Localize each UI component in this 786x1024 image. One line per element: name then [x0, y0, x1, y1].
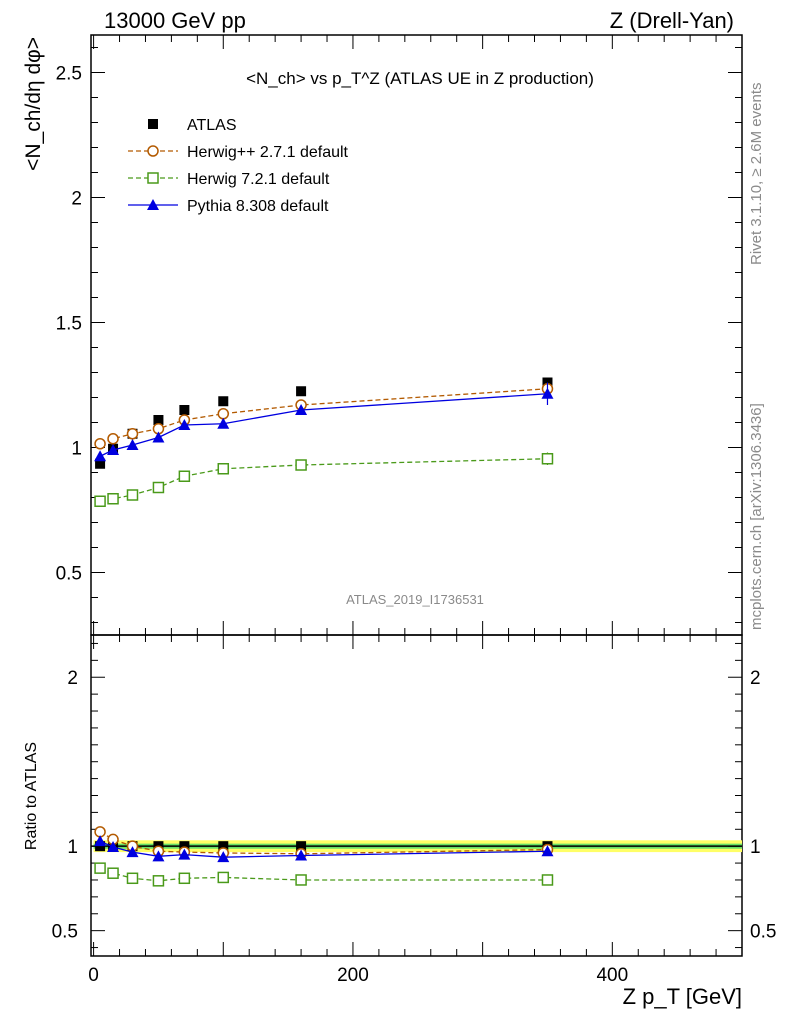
legend-label: Herwig 7.2.1 default: [187, 171, 330, 188]
y-axis-title-ratio: Ratio to ATLAS: [23, 742, 40, 850]
legend: ATLAS Herwig++ 2.7.1 default Herwig 7.2.1 …: [128, 117, 349, 215]
data-point: [296, 386, 307, 397]
x-tick-label: 400: [596, 965, 628, 986]
data-point: [126, 439, 139, 450]
legend-entry: ATLAS: [148, 117, 237, 134]
series-0: [95, 377, 553, 469]
ratio-series: [94, 826, 554, 887]
series-line: [99, 388, 548, 445]
axis-ticks: 0 200 400 0.5 1 1.5 2 2.5 0.5 0.5 1 1 2 2: [52, 35, 776, 986]
data-point: [152, 481, 165, 494]
data-point: [95, 458, 106, 469]
legend-entry: Herwig++ 2.7.1 default: [128, 144, 349, 161]
data-point: [295, 849, 308, 861]
series-1: [94, 383, 554, 450]
legend-marker: [147, 172, 159, 184]
data-point: [107, 493, 119, 505]
y-tick-label-ratio-left: 0.5: [52, 922, 78, 943]
y-tick-label-main: 2.5: [56, 64, 82, 85]
data-point: [126, 489, 139, 501]
series-3: [94, 382, 554, 462]
rivet-label: Rivet 3.1.10, ≥ 2.6M events: [748, 83, 765, 266]
data-point: [94, 450, 107, 462]
data-point: [152, 875, 165, 887]
x-tick-label: 200: [337, 965, 369, 986]
data-point: [153, 415, 164, 425]
data-point: [217, 408, 230, 420]
data-point: [94, 862, 106, 874]
analysis-tag: ATLAS_2019_I1736531: [346, 592, 484, 607]
header-left: 13000 GeV pp: [104, 8, 246, 33]
mcplots-label: mcplots.cern.ch [arXiv:1306.3436]: [748, 403, 765, 630]
y-tick-label-main: 1.5: [56, 314, 82, 335]
data-point: [541, 874, 554, 886]
data-point: [126, 428, 139, 440]
data-point: [541, 453, 554, 465]
ratio-uncertainty-band: [91, 840, 742, 853]
data-point: [295, 404, 308, 415]
data-point: [178, 419, 191, 430]
legend-entry: Herwig 7.2.1 default: [128, 171, 330, 188]
x-axis-title: Z p_T [GeV]: [623, 984, 742, 1009]
data-point: [94, 495, 106, 507]
legend-marker: [148, 119, 158, 129]
y-tick-label-ratio-right: 0.5: [750, 922, 776, 943]
y-tick-label-main: 0.5: [56, 564, 82, 585]
series-3: [94, 835, 554, 863]
series-line: [99, 393, 548, 457]
data-point: [217, 851, 230, 863]
series-2: [94, 452, 554, 507]
y-tick-label-ratio-right: 1: [750, 837, 761, 858]
main-series: [94, 377, 554, 507]
series-line: [99, 867, 548, 882]
y-axis-title-main: <N_ch/dη dφ>: [22, 37, 45, 171]
data-point: [107, 444, 120, 455]
y-tick-label-main: 1: [71, 439, 82, 460]
y-tick-label-ratio-right: 2: [750, 668, 761, 689]
x-tick-label: 0: [88, 965, 99, 986]
plot-title: <N_ch> vs p_T^Z (ATLAS UE in Z productio…: [246, 69, 594, 88]
series-line: [99, 458, 548, 502]
y-tick-label-ratio-left: 2: [67, 668, 78, 689]
header-right: Z (Drell-Yan): [610, 8, 734, 33]
data-point: [126, 872, 139, 885]
data-point: [178, 848, 191, 860]
y-tick-label-ratio-left: 1: [67, 837, 78, 858]
data-point: [296, 841, 307, 852]
data-point: [217, 463, 230, 475]
data-point: [179, 405, 190, 415]
data-point: [541, 845, 554, 857]
data-point: [218, 841, 229, 852]
data-point: [126, 846, 139, 858]
data-point: [94, 835, 107, 847]
data-point: [107, 841, 120, 853]
data-point: [152, 431, 165, 443]
data-point: [107, 867, 119, 879]
data-point: [217, 871, 230, 884]
y-tick-label-main: 2: [71, 189, 82, 210]
data-point: [178, 470, 191, 482]
series-2: [94, 862, 554, 887]
legend-marker: [147, 145, 159, 157]
data-point: [541, 387, 554, 399]
data-point: [218, 396, 229, 407]
legend-label: ATLAS: [187, 117, 237, 134]
data-point: [152, 850, 165, 862]
data-point: [107, 433, 119, 445]
legend-marker: [147, 199, 159, 210]
legend-label: Herwig++ 2.7.1 default: [187, 144, 349, 161]
data-point: [295, 874, 307, 886]
legend-label: Pythia 8.308 default: [187, 198, 329, 215]
data-point: [217, 417, 230, 429]
ratio-plot-frame: [90, 634, 743, 957]
legend-entry: Pythia 8.308 default: [128, 198, 329, 215]
data-point: [295, 459, 307, 471]
data-point: [95, 841, 106, 852]
data-point: [94, 438, 106, 450]
data-point: [179, 841, 190, 852]
data-point: [178, 872, 191, 885]
